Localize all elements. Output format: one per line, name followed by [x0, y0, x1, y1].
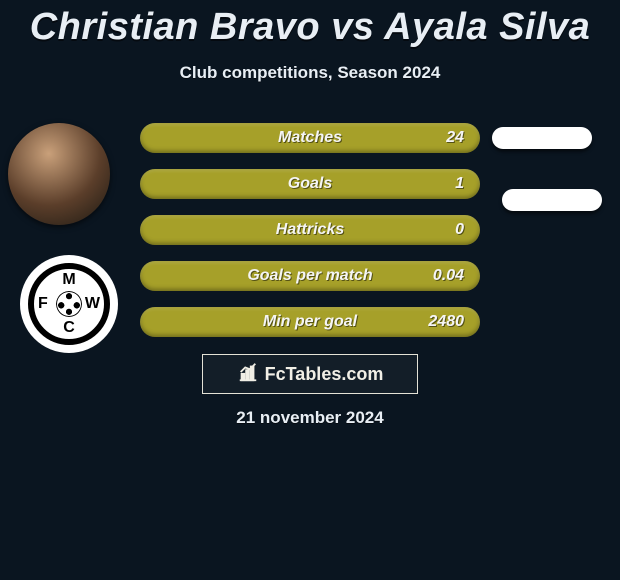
club-badge-letter: W [85, 295, 100, 313]
stat-bar-value: 0.04 [433, 267, 464, 285]
stat-bar-label: Hattricks [276, 221, 344, 239]
stat-bar-label: Goals per match [247, 267, 372, 285]
subtitle: Club competitions, Season 2024 [0, 63, 620, 83]
stat-bar: Hattricks 0 [140, 215, 480, 245]
ratio-pill [492, 127, 592, 149]
stat-bar-value: 0 [455, 221, 464, 239]
stat-bar: Goals 1 [140, 169, 480, 199]
stat-bar-value: 1 [455, 175, 464, 193]
page-title: Christian Bravo vs Ayala Silva [0, 0, 620, 49]
watermark-text: FcTables.com [265, 364, 384, 385]
stat-bar-value: 24 [446, 129, 464, 147]
stat-bar-label: Goals [288, 175, 332, 193]
snapshot-date: 21 november 2024 [236, 408, 383, 428]
root-container: Christian Bravo vs Ayala Silva Club comp… [0, 0, 620, 580]
stat-bar-value: 2480 [428, 313, 464, 331]
club-badge-ball-icon [56, 291, 82, 317]
ratio-pill [502, 189, 602, 211]
club-badge-letter: F [38, 295, 48, 313]
stat-bar: Min per goal 2480 [140, 307, 480, 337]
stat-bars-column: Matches 24 Goals 1 Hattricks 0 Goals per… [140, 123, 480, 353]
stat-bar-label: Min per goal [263, 313, 357, 331]
watermark-box: FcTables.com [202, 354, 418, 394]
chart-bar-icon [237, 361, 259, 388]
stat-bar: Goals per match 0.04 [140, 261, 480, 291]
club-badge-ring: M W C F [28, 263, 110, 345]
club-badge-letter: M [62, 271, 75, 289]
club-badge-letter: C [63, 319, 75, 337]
ratio-pills-column [492, 123, 612, 251]
stat-bar: Matches 24 [140, 123, 480, 153]
comparison-body: M W C F Matches 24 Goals 1 Hattricks 0 G… [0, 123, 620, 363]
stat-bar-label: Matches [278, 129, 342, 147]
player-avatar [8, 123, 110, 225]
club-badge: M W C F [20, 255, 118, 353]
